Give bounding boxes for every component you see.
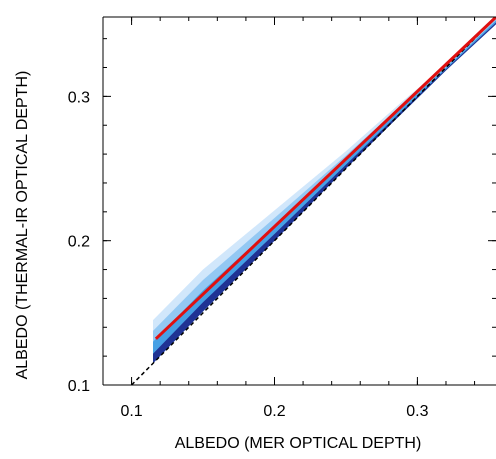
- density-band-core: [153, 22, 496, 364]
- y-tick-label: 0.1: [68, 378, 90, 395]
- x-axis: 0.1 0.2 0.3: [120, 17, 476, 420]
- x-axis-label: ALBEDO (MER OPTICAL DEPTH): [175, 435, 422, 452]
- y-tick-label: 0.3: [68, 89, 90, 106]
- one-to-one-line: [131, 17, 496, 385]
- x-tick-label: 0.1: [120, 403, 142, 420]
- density-band: [153, 17, 496, 364]
- fit-line: [154, 17, 496, 340]
- y-axis: 0.1 0.2 0.3: [68, 38, 496, 395]
- x-tick-label: 0.3: [406, 403, 428, 420]
- plot-area: [131, 17, 496, 385]
- y-axis-label: ALBEDO (THERMAL-IR OPTICAL DEPTH): [14, 71, 31, 380]
- y-tick-label: 0.2: [68, 234, 90, 251]
- density-band-inner: [153, 20, 496, 364]
- plot-frame: [102, 16, 496, 386]
- x-tick-label: 0.2: [263, 403, 285, 420]
